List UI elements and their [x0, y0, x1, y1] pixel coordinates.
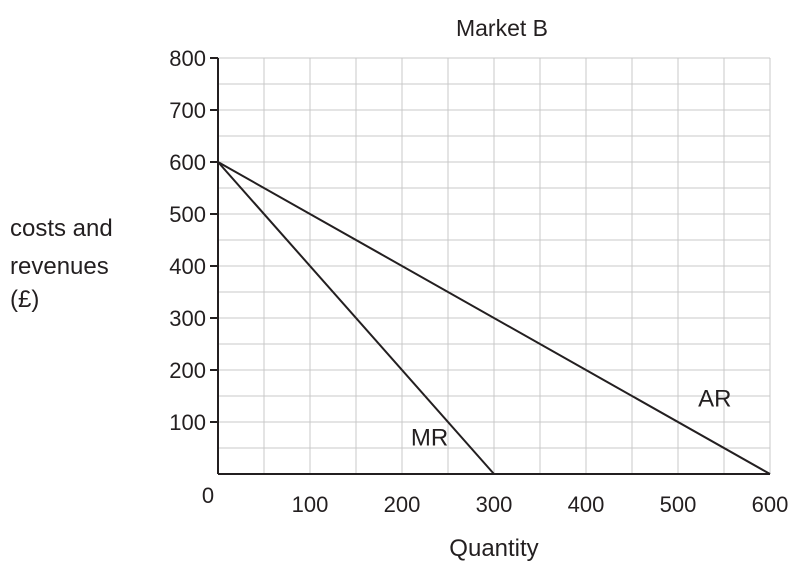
series-label-mr: MR — [411, 424, 448, 451]
y-tick-label: 300 — [169, 306, 206, 331]
x-tick-label: 600 — [752, 492, 789, 517]
x-tick-label: 100 — [292, 492, 329, 517]
y-tick-label: 200 — [169, 358, 206, 383]
series-label-ar: AR — [698, 385, 731, 412]
x-tick-labels: 100 200 300 400 500 600 — [292, 492, 789, 517]
x-tick-label: 400 — [568, 492, 605, 517]
y-tick-label: 100 — [169, 410, 206, 435]
series-line-ar — [217, 161, 771, 475]
y-tick-label: 500 — [169, 202, 206, 227]
chart-title: Market B — [456, 15, 548, 41]
grid — [218, 57, 771, 474]
y-tick-label: 700 — [169, 98, 206, 123]
y-axis-title-line-1: costs and — [10, 215, 113, 242]
y-axis-title-line-2: revenues — [10, 253, 109, 280]
x-tick-label: 200 — [384, 492, 421, 517]
series: AR MR — [217, 161, 771, 475]
x-axis-title: Quantity — [449, 535, 538, 562]
origin-label: 0 — [202, 483, 214, 508]
y-tick-label: 800 — [169, 46, 206, 71]
y-tick-label: 600 — [169, 150, 206, 175]
y-tick-labels: 100 200 300 400 500 600 700 800 — [169, 46, 218, 435]
y-axis-title-line-3: (£) — [10, 286, 39, 313]
series-line-mr — [217, 161, 495, 475]
x-tick-label: 300 — [476, 492, 513, 517]
y-tick-label: 400 — [169, 254, 206, 279]
x-tick-label: 500 — [660, 492, 697, 517]
